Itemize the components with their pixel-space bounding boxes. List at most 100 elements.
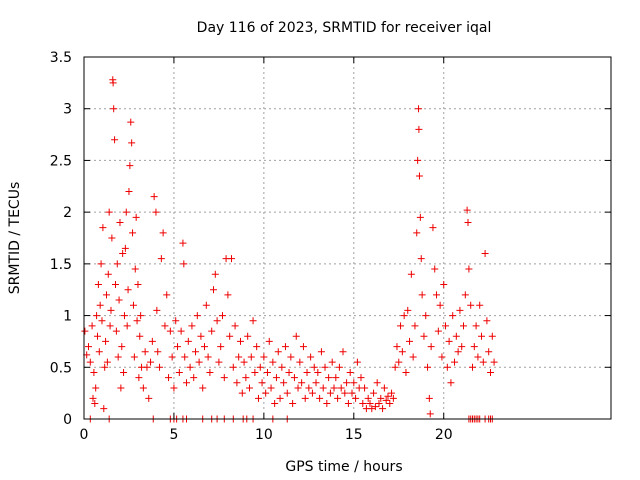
data-point — [183, 379, 191, 387]
data-point — [245, 384, 253, 392]
data-point — [467, 301, 475, 309]
data-point — [204, 353, 212, 361]
data-point — [129, 301, 137, 309]
data-point — [452, 332, 460, 340]
data-point — [218, 312, 226, 320]
data-point — [422, 312, 430, 320]
data-point — [402, 368, 410, 376]
data-point — [477, 332, 485, 340]
data-point — [386, 399, 394, 407]
data-point — [235, 353, 243, 361]
data-point — [193, 312, 201, 320]
data-point — [460, 322, 468, 330]
data-point — [436, 301, 444, 309]
data-point — [105, 208, 113, 216]
data-point — [154, 348, 162, 356]
data-point — [321, 363, 329, 371]
data-point — [139, 384, 147, 392]
data-point — [464, 218, 472, 226]
data-point — [126, 162, 134, 170]
data-point — [346, 368, 354, 376]
data-point — [294, 384, 302, 392]
data-point — [364, 394, 372, 402]
data-point — [263, 368, 271, 376]
x-tick-label: 10 — [255, 427, 273, 443]
data-point — [414, 156, 422, 164]
data-point — [384, 392, 392, 400]
data-point — [181, 353, 189, 361]
y-tick-label: 2 — [63, 205, 72, 221]
data-point — [319, 384, 327, 392]
data-point — [224, 291, 232, 299]
data-point — [107, 306, 115, 314]
data-point — [96, 301, 104, 309]
data-point — [469, 363, 477, 371]
data-point — [382, 396, 390, 404]
data-point — [370, 389, 378, 397]
data-point — [97, 260, 105, 268]
data-point — [103, 358, 111, 366]
data-point — [236, 337, 244, 345]
data-point — [125, 187, 133, 195]
data-point — [373, 379, 381, 387]
data-point — [91, 399, 99, 407]
data-point — [156, 363, 164, 371]
data-point — [128, 139, 136, 147]
data-point — [280, 379, 288, 387]
data-point — [211, 270, 219, 278]
data-point — [90, 368, 98, 376]
data-point — [433, 291, 441, 299]
data-point — [305, 384, 313, 392]
data-point — [110, 105, 118, 113]
data-point — [258, 379, 266, 387]
data-point — [465, 265, 473, 273]
data-point — [141, 348, 149, 356]
data-point — [133, 317, 141, 325]
data-point — [415, 125, 423, 133]
data-point — [130, 353, 138, 361]
data-point — [93, 312, 101, 320]
data-point — [119, 250, 127, 258]
data-point — [161, 322, 169, 330]
data-point — [359, 399, 367, 407]
data-point — [148, 337, 156, 345]
data-point — [407, 270, 415, 278]
data-point — [353, 358, 361, 366]
data-point — [400, 312, 408, 320]
data-point — [238, 389, 246, 397]
data-point — [343, 379, 351, 387]
x-axis-title: GPS time / hours — [285, 459, 402, 475]
data-point — [210, 286, 218, 294]
data-point — [449, 312, 457, 320]
data-point — [123, 322, 131, 330]
data-point — [131, 265, 139, 273]
data-point — [227, 255, 235, 263]
data-point — [134, 281, 142, 289]
data-point — [143, 363, 151, 371]
data-point — [98, 317, 106, 325]
data-point — [375, 399, 383, 407]
data-point — [312, 379, 320, 387]
data-point — [159, 229, 167, 237]
data-point — [102, 291, 110, 299]
data-point — [454, 348, 462, 356]
data-point — [195, 358, 203, 366]
data-point — [106, 322, 114, 330]
data-point — [272, 374, 280, 382]
data-point — [332, 374, 340, 382]
data-point — [111, 281, 119, 289]
data-point — [163, 291, 171, 299]
points-layer — [81, 76, 498, 423]
data-point — [368, 405, 376, 413]
chart-title: Day 116 of 2023, SRMTID for receiver iqa… — [197, 20, 492, 36]
data-point — [415, 105, 423, 113]
data-point — [442, 322, 450, 330]
data-point — [348, 389, 356, 397]
data-point — [92, 384, 100, 392]
data-point — [389, 394, 397, 402]
data-point — [463, 206, 471, 214]
data-point — [317, 348, 325, 356]
data-point — [416, 213, 424, 221]
data-point — [398, 348, 406, 356]
data-point — [296, 358, 304, 366]
